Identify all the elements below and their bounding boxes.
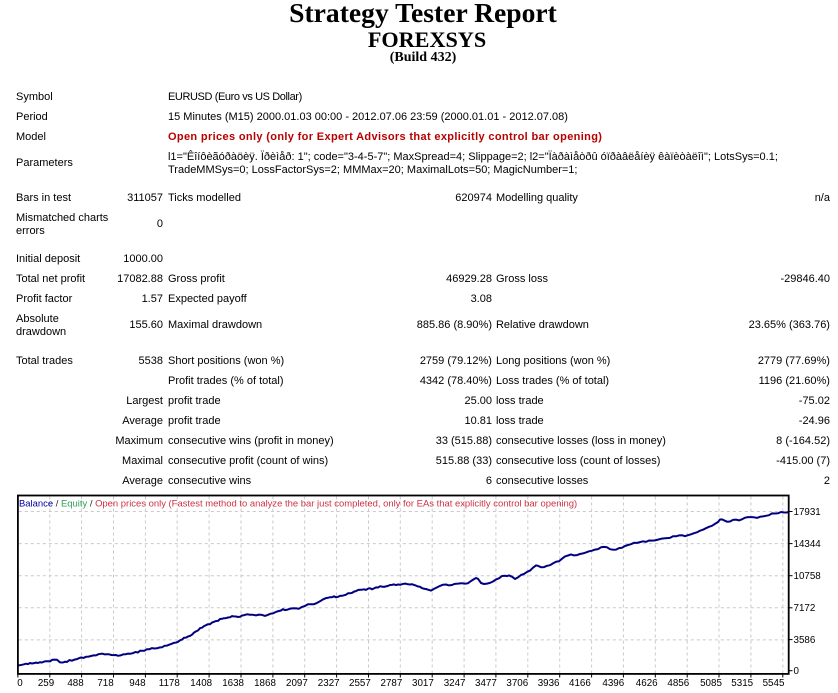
svg-text:3586: 3586 xyxy=(794,635,816,646)
svg-text:10758: 10758 xyxy=(794,571,822,582)
svg-text:4166: 4166 xyxy=(569,678,591,689)
svg-text:0: 0 xyxy=(17,678,23,689)
svg-text:0: 0 xyxy=(794,666,800,677)
svg-text:3706: 3706 xyxy=(506,678,528,689)
svg-text:3247: 3247 xyxy=(444,678,466,689)
svg-text:7172: 7172 xyxy=(794,603,816,614)
svg-text:Balance / Equity / Open prices: Balance / Equity / Open prices only (Fas… xyxy=(19,499,577,510)
svg-text:1868: 1868 xyxy=(254,678,276,689)
svg-text:1178: 1178 xyxy=(159,678,181,689)
svg-text:259: 259 xyxy=(38,678,54,689)
svg-text:3477: 3477 xyxy=(475,678,497,689)
svg-text:1638: 1638 xyxy=(222,678,244,689)
svg-text:2327: 2327 xyxy=(318,678,340,689)
svg-text:1408: 1408 xyxy=(190,678,212,689)
svg-text:488: 488 xyxy=(67,678,84,689)
svg-text:718: 718 xyxy=(97,678,114,689)
svg-text:2097: 2097 xyxy=(286,678,308,689)
svg-text:5545: 5545 xyxy=(763,678,785,689)
svg-text:4626: 4626 xyxy=(636,678,658,689)
svg-text:948: 948 xyxy=(129,678,146,689)
svg-text:2557: 2557 xyxy=(349,678,371,689)
svg-text:5315: 5315 xyxy=(731,678,753,689)
svg-text:4856: 4856 xyxy=(667,678,689,689)
svg-text:14344: 14344 xyxy=(794,539,822,550)
svg-text:3017: 3017 xyxy=(412,678,434,689)
svg-text:3936: 3936 xyxy=(538,678,560,689)
svg-text:4396: 4396 xyxy=(602,678,624,689)
svg-text:5085: 5085 xyxy=(700,678,722,689)
svg-text:17931: 17931 xyxy=(794,507,821,518)
svg-text:2787: 2787 xyxy=(381,678,403,689)
